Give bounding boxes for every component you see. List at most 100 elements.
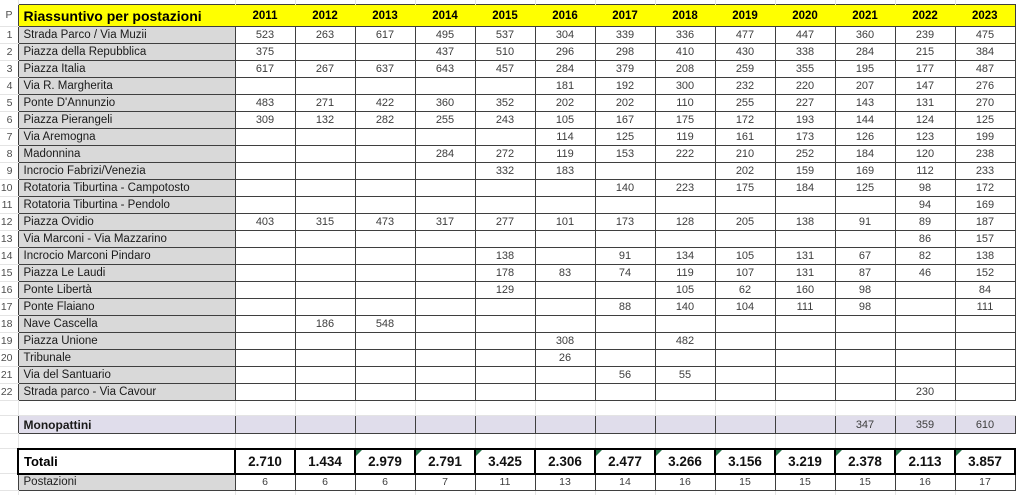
value-cell-2017[interactable]: 88 xyxy=(594,298,656,316)
value-cell-2018[interactable]: 128 xyxy=(654,213,716,231)
value-cell-2021[interactable] xyxy=(834,349,896,367)
value-cell-2018[interactable] xyxy=(654,383,716,401)
value-cell-2022[interactable]: 46 xyxy=(894,264,956,282)
value-cell-2011[interactable] xyxy=(234,315,296,333)
value-cell-2023[interactable]: 157 xyxy=(954,230,1016,248)
total-cell-2019[interactable]: 3.156 xyxy=(714,447,776,475)
value-cell-2019[interactable]: 161 xyxy=(714,128,776,146)
year-header-2017[interactable]: 2017 xyxy=(595,4,655,27)
value-cell-2016[interactable]: 183 xyxy=(534,162,596,180)
value-cell-2012[interactable] xyxy=(294,247,356,265)
postazioni-cell-2017[interactable]: 14 xyxy=(594,473,656,491)
value-cell-2013[interactable]: 422 xyxy=(354,94,416,112)
value-cell-2011[interactable] xyxy=(234,281,296,299)
value-cell-2020[interactable]: 111 xyxy=(774,298,836,316)
row-number[interactable]: 17 xyxy=(0,298,18,316)
value-cell-2023[interactable] xyxy=(954,332,1016,350)
empty-cell[interactable] xyxy=(834,433,895,449)
value-cell-2012[interactable]: 132 xyxy=(294,111,356,129)
value-cell-2018[interactable]: 110 xyxy=(654,94,716,112)
station-name[interactable]: Via Aremogna xyxy=(17,128,236,146)
value-cell-2021[interactable]: 98 xyxy=(834,298,896,316)
empty-cell[interactable] xyxy=(654,433,715,449)
monopattini-cell-2013[interactable] xyxy=(354,415,416,434)
value-cell-2012[interactable] xyxy=(294,230,356,248)
value-cell-2013[interactable]: 548 xyxy=(354,315,416,333)
value-cell-2016[interactable]: 308 xyxy=(534,332,596,350)
value-cell-2014[interactable] xyxy=(414,179,476,197)
empty-cell[interactable] xyxy=(0,400,18,416)
value-cell-2012[interactable] xyxy=(294,332,356,350)
value-cell-2018[interactable]: 336 xyxy=(654,26,716,44)
total-cell-2016[interactable]: 2.306 xyxy=(534,447,596,475)
station-name[interactable]: Piazza Italia xyxy=(17,60,236,78)
year-header-2020[interactable]: 2020 xyxy=(775,4,835,27)
value-cell-2021[interactable]: 87 xyxy=(834,264,896,282)
value-cell-2017[interactable]: 298 xyxy=(594,43,656,61)
station-name[interactable]: Strada parco - Via Cavour xyxy=(17,383,236,401)
value-cell-2017[interactable]: 173 xyxy=(594,213,656,231)
total-cell-2017[interactable]: 2.477 xyxy=(594,447,656,475)
value-cell-2020[interactable] xyxy=(774,230,836,248)
postazioni-cell-2014[interactable]: 7 xyxy=(414,473,476,491)
value-cell-2012[interactable] xyxy=(294,298,356,316)
value-cell-2011[interactable]: 403 xyxy=(234,213,296,231)
station-name[interactable]: Piazza Unione xyxy=(17,332,236,350)
empty-cell[interactable] xyxy=(17,400,235,416)
station-name[interactable]: Ponte Libertà xyxy=(17,281,236,299)
value-cell-2022[interactable]: 123 xyxy=(894,128,956,146)
value-cell-2023[interactable] xyxy=(954,315,1016,333)
year-header-2018[interactable]: 2018 xyxy=(655,4,715,27)
value-cell-2022[interactable]: 147 xyxy=(894,77,956,95)
row-number[interactable]: 14 xyxy=(0,247,18,265)
value-cell-2016[interactable]: 114 xyxy=(534,128,596,146)
monopattini-cell-2015[interactable] xyxy=(474,415,536,434)
postazioni-cell-2019[interactable]: 15 xyxy=(714,473,776,491)
value-cell-2011[interactable]: 617 xyxy=(234,60,296,78)
value-cell-2016[interactable] xyxy=(534,281,596,299)
empty-cell[interactable] xyxy=(774,400,835,416)
value-cell-2020[interactable]: 220 xyxy=(774,77,836,95)
row-number[interactable]: 3 xyxy=(0,60,18,78)
value-cell-2018[interactable]: 119 xyxy=(654,128,716,146)
value-cell-2016[interactable] xyxy=(534,247,596,265)
value-cell-2020[interactable]: 184 xyxy=(774,179,836,197)
value-cell-2021[interactable]: 207 xyxy=(834,77,896,95)
value-cell-2021[interactable]: 98 xyxy=(834,281,896,299)
value-cell-2022[interactable]: 215 xyxy=(894,43,956,61)
row-number[interactable]: 2 xyxy=(0,43,18,61)
value-cell-2011[interactable]: 523 xyxy=(234,26,296,44)
value-cell-2012[interactable]: 271 xyxy=(294,94,356,112)
empty-cell[interactable] xyxy=(894,400,955,416)
value-cell-2014[interactable] xyxy=(414,77,476,95)
total-cell-2013[interactable]: 2.979 xyxy=(354,447,416,475)
value-cell-2022[interactable]: 239 xyxy=(894,26,956,44)
value-cell-2021[interactable] xyxy=(834,383,896,401)
value-cell-2015[interactable] xyxy=(474,196,536,214)
empty-cell[interactable] xyxy=(354,400,415,416)
value-cell-2018[interactable] xyxy=(654,349,716,367)
value-cell-2012[interactable] xyxy=(294,349,356,367)
station-name[interactable]: Rotatoria Tiburtina - Campotosto xyxy=(17,179,236,197)
value-cell-2022[interactable] xyxy=(894,349,956,367)
row-number[interactable]: 21 xyxy=(0,366,18,384)
monopattini-cell-2017[interactable] xyxy=(594,415,656,434)
value-cell-2012[interactable]: 263 xyxy=(294,26,356,44)
value-cell-2014[interactable] xyxy=(414,128,476,146)
value-cell-2015[interactable] xyxy=(474,230,536,248)
value-cell-2013[interactable] xyxy=(354,77,416,95)
empty-cell[interactable] xyxy=(534,400,595,416)
station-name[interactable]: Incrocio Marconi Pindaro xyxy=(17,247,236,265)
row-number[interactable]: 19 xyxy=(0,332,18,350)
year-header-2011[interactable]: 2011 xyxy=(235,4,295,27)
empty-cell[interactable] xyxy=(894,433,955,449)
value-cell-2023[interactable]: 138 xyxy=(954,247,1016,265)
total-cell-2012[interactable]: 1.434 xyxy=(294,447,356,475)
value-cell-2011[interactable] xyxy=(234,162,296,180)
value-cell-2018[interactable]: 222 xyxy=(654,145,716,163)
total-cell-2014[interactable]: 2.791 xyxy=(414,447,476,475)
empty-cell[interactable] xyxy=(534,433,595,449)
row-number[interactable]: 16 xyxy=(0,281,18,299)
value-cell-2016[interactable]: 26 xyxy=(534,349,596,367)
value-cell-2012[interactable]: 315 xyxy=(294,213,356,231)
